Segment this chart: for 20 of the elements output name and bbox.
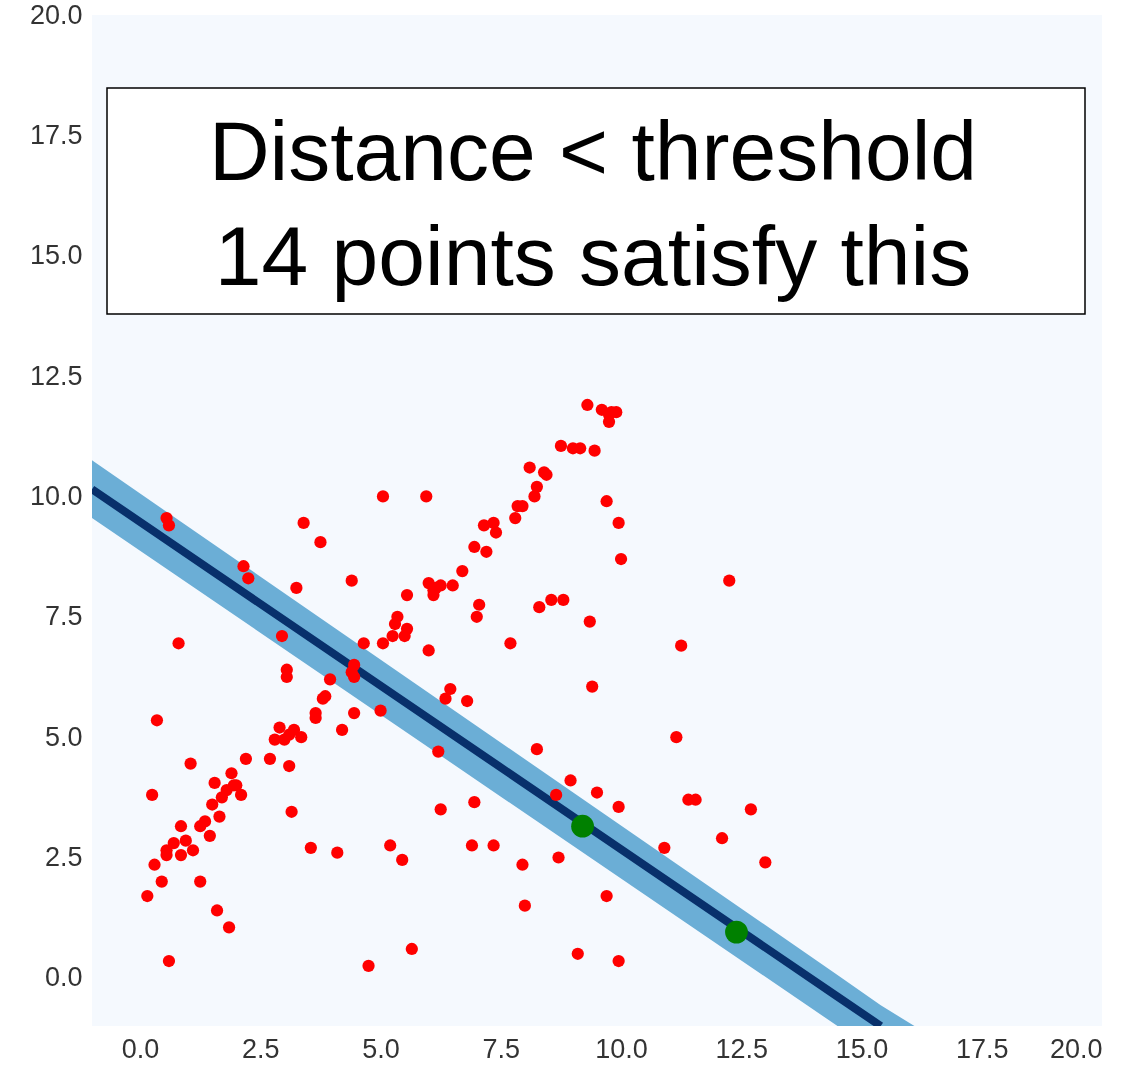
y-tick-label: 12.5 [29,360,83,391]
x-tick-label: 2.5 [242,1033,280,1064]
annotation: 14 points satisfy this [214,209,972,303]
x-tick-label: 5.0 [362,1033,400,1064]
y-tick-label: 7.5 [44,601,83,632]
x-tick-label: 15.0 [835,1033,889,1064]
x-tick-label: 17.5 [955,1033,1009,1064]
y-tick-label: 0.0 [44,962,83,993]
y-tick-label: 15.0 [29,240,83,271]
x-tick-label: 10.0 [595,1033,648,1064]
y-tick-label: 2.5 [44,842,83,872]
y-tick-label: 20.0 [29,0,83,30]
x-tick-label: 12.5 [715,1033,769,1064]
x-tick-label: 0.0 [121,1033,160,1064]
annotation: Distance < threshold [208,104,978,198]
y-tick-label: 10.0 [29,480,83,511]
y-tick-label: 17.5 [29,119,83,150]
y-tick-label: 5.0 [44,721,83,752]
x-tick-label: 7.5 [482,1033,521,1064]
x-tick-label: 20.0 [1049,1033,1103,1064]
